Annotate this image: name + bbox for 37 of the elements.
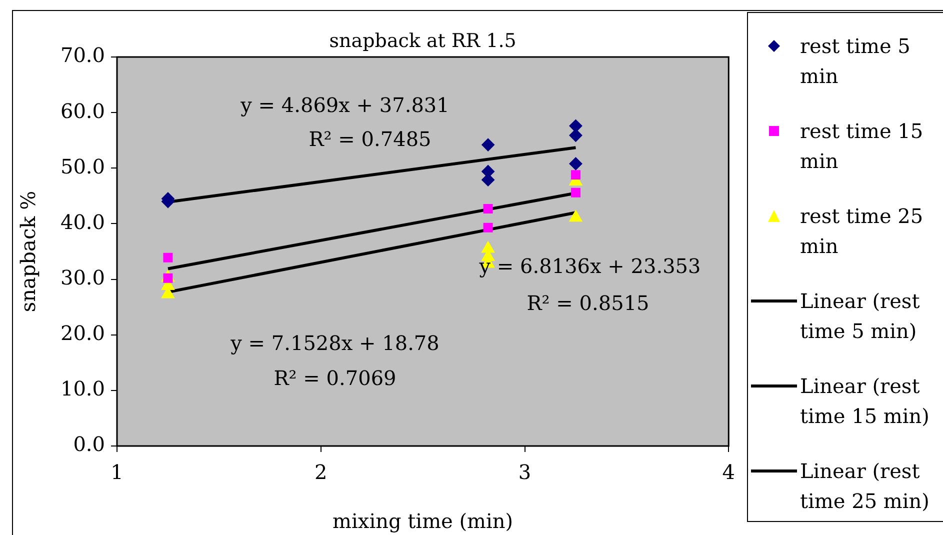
legend-label: rest time 15 min — [800, 118, 924, 175]
point — [482, 138, 495, 152]
legend-label: rest time 25 min — [800, 203, 924, 260]
y-tick-label: 10.0 — [60, 376, 105, 401]
y-tick-label: 30.0 — [60, 265, 105, 290]
y-tick-label: 50.0 — [60, 154, 105, 178]
annotation: R² = 0.8515 — [526, 291, 650, 316]
point — [482, 241, 495, 253]
annotation: R² = 0.7485 — [308, 127, 432, 152]
annotation: y = 7.1528x + 18.78 — [230, 331, 440, 356]
x-axis-title: mixing time (min) — [332, 509, 514, 534]
point — [569, 128, 582, 142]
point — [570, 170, 580, 180]
point — [483, 204, 493, 214]
legend-label: rest time 5 min — [800, 33, 912, 90]
point — [569, 119, 582, 132]
point — [569, 157, 582, 170]
x-tick-label: 4 — [722, 460, 736, 484]
x-tick-label: 2 — [314, 460, 328, 484]
y-tick-label: 20.0 — [60, 321, 105, 346]
y-axis-title: snapback % — [16, 190, 40, 312]
point — [163, 252, 173, 262]
y-tick-label: 0.0 — [73, 432, 105, 456]
annotation: y = 4.869x + 37.831 — [240, 93, 450, 118]
legend-label: Linear (rest time 25 min) — [800, 458, 930, 515]
x-tick-label: 3 — [518, 460, 532, 484]
point — [569, 210, 582, 222]
point — [570, 188, 580, 198]
point — [483, 222, 493, 232]
y-tick-label: 40.0 — [60, 210, 105, 234]
y-tick-label: 70.0 — [60, 43, 105, 68]
legend-label: Linear (rest time 15 min) — [800, 373, 930, 430]
annotation: R² = 0.7069 — [274, 366, 396, 390]
y-tick-label: 60.0 — [60, 98, 105, 123]
legend-label: Linear (rest time 5 min) — [800, 288, 921, 345]
chart-title: snapback at RR 1.5 — [329, 30, 516, 52]
x-tick-label: 1 — [110, 460, 124, 484]
